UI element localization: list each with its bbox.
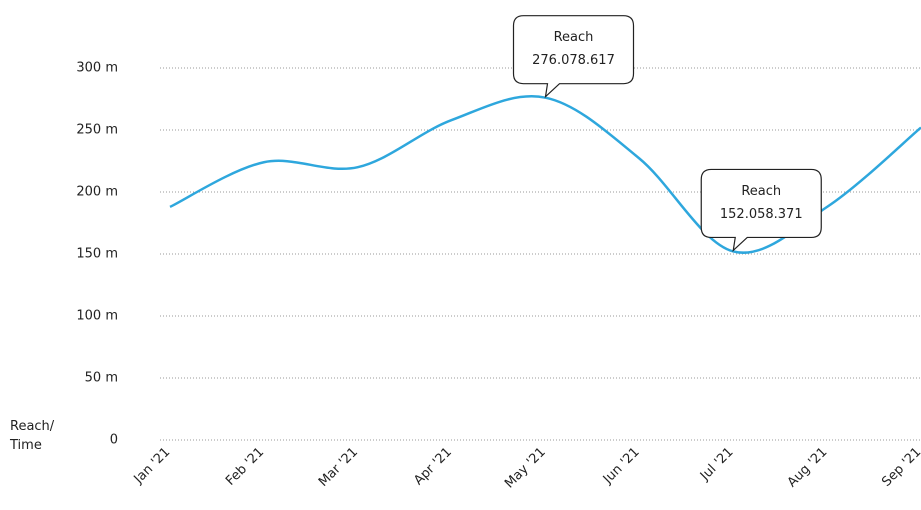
x-tick-label: May '21 [502,445,549,492]
y-tick-label: 300 m [76,61,118,76]
tooltip: Reach 152.058.371 [700,168,822,253]
x-tick-label: Aug '21 [785,445,831,491]
tooltip-value: 152.058.371 [720,207,803,222]
tooltip: Reach 276.078.617 [512,15,635,99]
x-tick-label: Jun '21 [600,445,643,488]
tooltip-title: Reach [741,184,781,199]
x-tick-label: Sep '21 [879,445,921,490]
y-tick-label: 150 m [76,247,118,262]
y-tick-label: 0 [110,433,118,448]
y-tick-label: 100 m [76,309,118,324]
x-tick-label: Jan '21 [131,445,174,488]
x-tick-label: Feb '21 [223,445,267,489]
tooltip-box [512,15,635,99]
tooltip-box [700,168,822,253]
y-tick-label: 200 m [76,185,118,200]
y-axis-label: Reach/ Time [10,419,55,453]
tooltip-title: Reach [554,30,594,45]
tooltip-value: 276.078.617 [532,53,615,68]
y-tick-label: 250 m [76,123,118,138]
x-tick-label: Jul '21 [697,445,737,485]
x-tick-label: Apr '21 [411,445,455,489]
y-tick-label: 50 m [85,371,118,386]
x-tick-label: Mar '21 [316,445,361,490]
